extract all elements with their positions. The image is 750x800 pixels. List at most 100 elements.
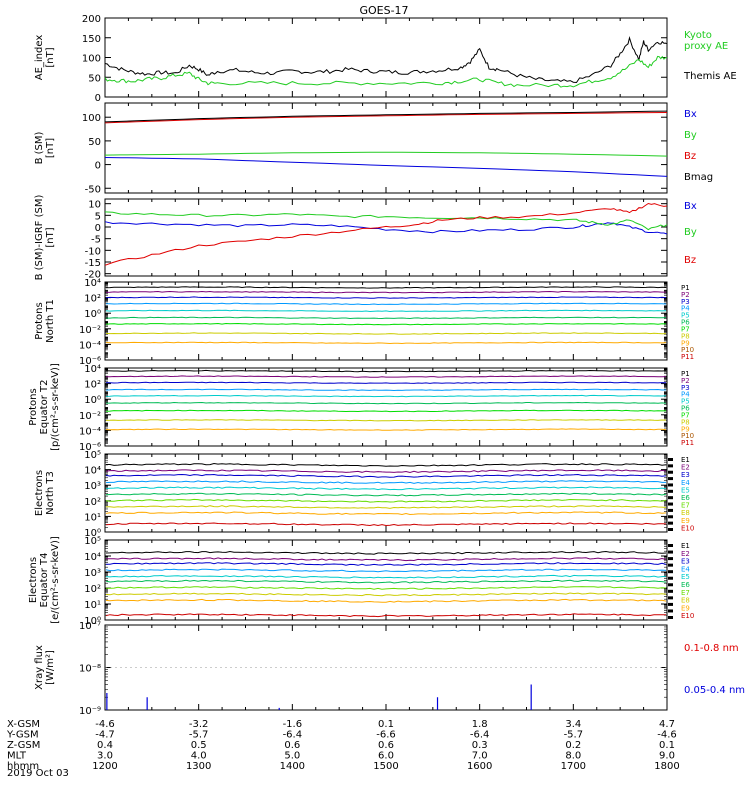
channel-label-e1: E1 xyxy=(681,542,690,550)
channel-label-e1: E1 xyxy=(681,456,690,464)
flux-line-e1 xyxy=(106,462,667,467)
panel-frame xyxy=(104,281,668,361)
flux-line-p9 xyxy=(105,341,667,345)
y-tick-label: 150 xyxy=(82,34,101,45)
x-row-label: Y-GSM xyxy=(6,730,39,741)
flux-line-e1 xyxy=(105,550,667,555)
y-axis-label: [nT] xyxy=(45,227,56,247)
panel-frame xyxy=(104,198,668,277)
date-label: 2019 Oct 03 xyxy=(7,768,69,779)
y-tick-label: 10² xyxy=(84,380,101,391)
channel-label-e4: E4 xyxy=(681,479,690,487)
legend-entry: Bx xyxy=(684,201,697,212)
x-row-value: 0.3 xyxy=(472,740,488,751)
flux-line-e4 xyxy=(105,568,667,573)
legend-entry: Bz xyxy=(684,151,696,162)
y-tick-label: 10⁰ xyxy=(84,395,101,406)
flux-line-e7 xyxy=(105,498,667,503)
channel-label-e6: E6 xyxy=(681,581,690,589)
flux-line-e2 xyxy=(106,557,667,562)
flux-line-e2 xyxy=(105,469,667,474)
channel-label-p4: P4 xyxy=(681,391,690,399)
x-row-value: -6.4 xyxy=(470,730,490,741)
y-tick-label: 10⁰ xyxy=(84,616,101,627)
y-axis-label: [nT] xyxy=(45,138,56,158)
x-row-value: 8.0 xyxy=(565,751,581,762)
y-tick-label: 10⁴ xyxy=(84,364,101,375)
y-tick-label: 10⁻⁸ xyxy=(79,664,101,675)
channel-label-p11: P11 xyxy=(681,439,694,447)
legend-entry: Themis AE xyxy=(683,71,737,82)
x-row-value: 0.1 xyxy=(659,740,675,751)
y-axis-label: Protons xyxy=(28,388,39,425)
y-tick-label: 10⁻⁶ xyxy=(79,356,101,367)
x-row-value: 0.6 xyxy=(378,740,394,751)
channel-label-e9: E9 xyxy=(681,517,690,525)
legend-entry: 0.1-0.8 nm xyxy=(684,643,739,654)
channel-label-e7: E7 xyxy=(681,502,690,510)
channel-label-p2: P2 xyxy=(681,291,690,299)
y-tick-label: 10⁵ xyxy=(84,450,101,461)
y-tick-label: 0 xyxy=(95,223,101,234)
series-line-bx xyxy=(104,221,668,235)
edge-marker xyxy=(668,508,673,512)
y-tick-label: -50 xyxy=(85,184,101,195)
flux-line-p8 xyxy=(105,332,667,335)
channel-label-e10: E10 xyxy=(681,612,694,620)
channel-label-p8: P8 xyxy=(681,332,690,340)
y-tick-label: 100 xyxy=(82,113,101,124)
channel-label-p6: P6 xyxy=(681,319,690,327)
edge-marker xyxy=(668,602,673,606)
y-tick-label: -5 xyxy=(91,235,101,246)
x-row-label: hhmm xyxy=(7,761,39,772)
panel-b: 100 50 0 -50 B (SM) [nT] Bx By Bz Bmag xyxy=(34,102,713,195)
y-axis-label: North T1 xyxy=(45,299,56,343)
channel-label-e2: E2 xyxy=(681,464,690,472)
flux-line-e4 xyxy=(105,480,666,484)
x-row-value: 7.0 xyxy=(472,751,488,762)
panel-frame xyxy=(104,367,668,447)
edge-marker xyxy=(668,521,673,525)
x-row-value: 0.1 xyxy=(378,719,394,730)
y-tick-label: 10⁵ xyxy=(84,536,101,547)
x-row-value: 3.0 xyxy=(97,751,113,762)
legend-entry: Kyoto xyxy=(684,30,712,41)
flux-line-e7 xyxy=(106,586,667,590)
channel-label-p9: P9 xyxy=(681,425,690,433)
y-tick-label: 10⁰ xyxy=(84,528,101,539)
y-tick-label: 10² xyxy=(84,294,101,305)
flux-line-e10 xyxy=(105,522,667,527)
y-axis-label: North T3 xyxy=(45,471,56,515)
edge-marker xyxy=(668,515,673,519)
panel-pn: 10⁴ 10² 10⁰ 10⁻² 10⁻⁴ 10⁻⁶ Protons North T1 P1P2… xyxy=(34,278,694,367)
edge-marker xyxy=(668,502,673,506)
edge-marker xyxy=(668,470,673,474)
y-tick-label: 10³ xyxy=(84,568,101,579)
y-axis-label: [p/(cm²-s-sr-keV)] xyxy=(50,363,61,451)
x-row-value: 5.0 xyxy=(284,751,300,762)
edge-marker xyxy=(668,544,673,547)
y-tick-label: 50 xyxy=(88,137,101,148)
x-row-value: 9.0 xyxy=(659,751,675,762)
flux-line-p3 xyxy=(105,381,667,384)
flux-line-e9 xyxy=(105,598,667,603)
flux-line-p5 xyxy=(105,309,667,313)
y-tick-label: 100 xyxy=(82,54,101,65)
panel-frame xyxy=(104,17,668,98)
channel-label-p4: P4 xyxy=(681,305,690,313)
y-axis-label: Equator T2 xyxy=(39,380,50,435)
series-line-themis-ae xyxy=(104,36,668,84)
channel-label-p1: P1 xyxy=(681,370,690,378)
x-row-value: 1700 xyxy=(561,761,586,772)
y-axis-label: [W/m²] xyxy=(45,650,56,685)
x-row-value: 4.7 xyxy=(659,719,675,730)
y-axis-label: AE_index xyxy=(34,35,45,81)
x-row-value: 1200 xyxy=(92,761,117,772)
legend-entry: proxy AE xyxy=(684,41,728,52)
y-tick-label: 10⁻⁹ xyxy=(79,706,101,717)
channel-label-e2: E2 xyxy=(681,550,690,558)
channel-label-e6: E6 xyxy=(681,494,690,502)
y-tick-label: -15 xyxy=(85,258,101,269)
